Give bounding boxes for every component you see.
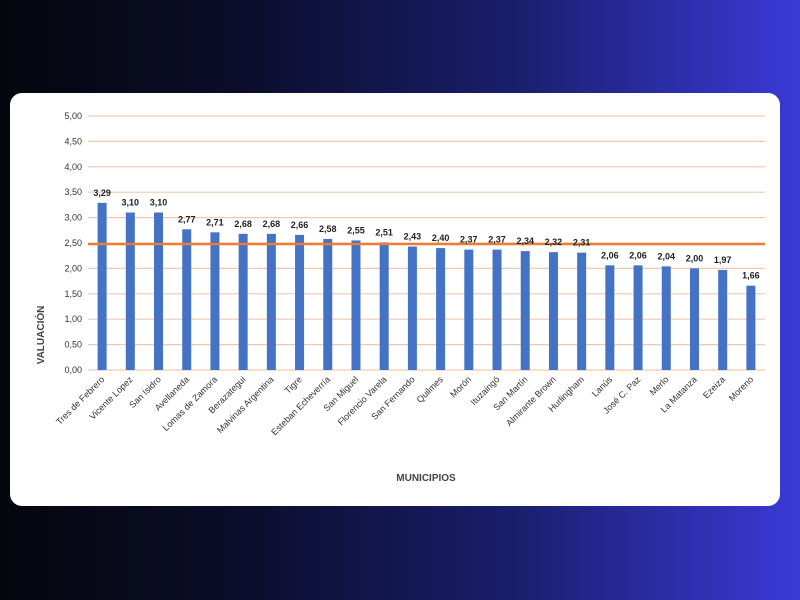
x-tick-label: Moreno [727, 374, 756, 403]
bar [238, 233, 248, 370]
y-tick-label: 3,00 [64, 213, 82, 223]
x-tick-label: Florencio Varela [336, 374, 389, 427]
bar [266, 233, 276, 370]
x-tick-label: Merlo [648, 374, 671, 397]
bar [407, 246, 417, 370]
data-label: 2,06 [601, 250, 619, 260]
data-label: 2,32 [545, 237, 563, 247]
bar [746, 285, 756, 370]
data-label: 3,29 [93, 188, 111, 198]
bar [295, 234, 305, 370]
data-label: 2,37 [488, 235, 506, 245]
data-label: 1,66 [742, 271, 760, 281]
y-tick-label: 5,00 [64, 111, 82, 121]
data-label: 2,77 [178, 214, 196, 224]
data-label: 2,71 [206, 217, 224, 227]
y-tick-label: 4,50 [64, 136, 82, 146]
bar [97, 202, 107, 370]
bar [577, 252, 587, 370]
x-tick-label: Lanús [590, 374, 615, 399]
bar [605, 265, 615, 370]
bar [464, 249, 474, 370]
bar [718, 269, 728, 370]
bar [210, 232, 220, 370]
y-axis-title: VALUACIÓN [34, 306, 47, 365]
bar [548, 252, 558, 370]
y-tick-label: 0,00 [64, 365, 82, 375]
x-tick-label: Ezeiza [701, 374, 727, 400]
x-tick-label: Tres de Febrero [54, 374, 106, 426]
data-label: 1,97 [714, 255, 732, 265]
data-label: 2,58 [319, 224, 337, 234]
x-axis-title: MUNICIPIOS [396, 473, 456, 484]
y-tick-label: 4,00 [64, 162, 82, 172]
data-label: 2,43 [404, 232, 422, 242]
data-label: 2,37 [460, 235, 478, 245]
y-tick-label: 2,50 [64, 238, 82, 248]
data-label: 2,31 [573, 238, 591, 248]
data-label: 2,04 [658, 251, 676, 261]
x-tick-label: Almirante Brown [504, 374, 558, 428]
data-label: 2,40 [432, 233, 450, 243]
y-tick-label: 3,50 [64, 187, 82, 197]
y-tick-label: 2,00 [64, 263, 82, 273]
data-label: 2,51 [375, 227, 393, 237]
x-tick-label: Quilmes [415, 374, 446, 405]
bar-chart: 0,00 0,50 1,00 1,50 2,00 2,50 3,00 3,50 4,00 4,50… [34, 111, 765, 484]
bar [125, 212, 135, 370]
bar [661, 266, 671, 370]
bar [154, 212, 164, 370]
data-label: 3,10 [150, 198, 168, 208]
y-tick-label: 1,50 [64, 289, 82, 299]
y-axis-ticks: 0,00 0,50 1,00 1,50 2,00 2,50 3,00 3,50 4,00 4,50… [64, 111, 82, 375]
y-tick-label: 0,50 [64, 340, 82, 350]
data-label: 2,34 [516, 236, 534, 246]
y-tick-label: 1,00 [64, 314, 82, 324]
bar [520, 251, 530, 370]
bar [633, 265, 643, 370]
data-label: 2,55 [347, 225, 365, 235]
data-label: 2,68 [263, 219, 281, 229]
bar [351, 240, 361, 370]
x-tick-label: Morón [448, 374, 473, 399]
chart-card: 0,00 0,50 1,00 1,50 2,00 2,50 3,00 3,50 4,00 4,50… [10, 93, 780, 506]
bar [182, 229, 192, 370]
data-label: 3,10 [122, 198, 140, 208]
bar [323, 238, 333, 370]
bar [689, 268, 699, 370]
bar [436, 248, 446, 370]
bar [379, 242, 389, 370]
x-tick-label: Tigre [283, 374, 304, 395]
bars [97, 202, 756, 370]
data-label: 2,68 [234, 219, 252, 229]
data-label: 2,00 [686, 253, 704, 263]
data-labels: 3,29 3,10 3,10 2,77 2,71 2,68 2,68 2,66 2,58 2,55… [93, 188, 759, 281]
data-label: 2,06 [629, 250, 647, 260]
bar [492, 249, 502, 370]
data-label: 2,66 [291, 220, 309, 230]
